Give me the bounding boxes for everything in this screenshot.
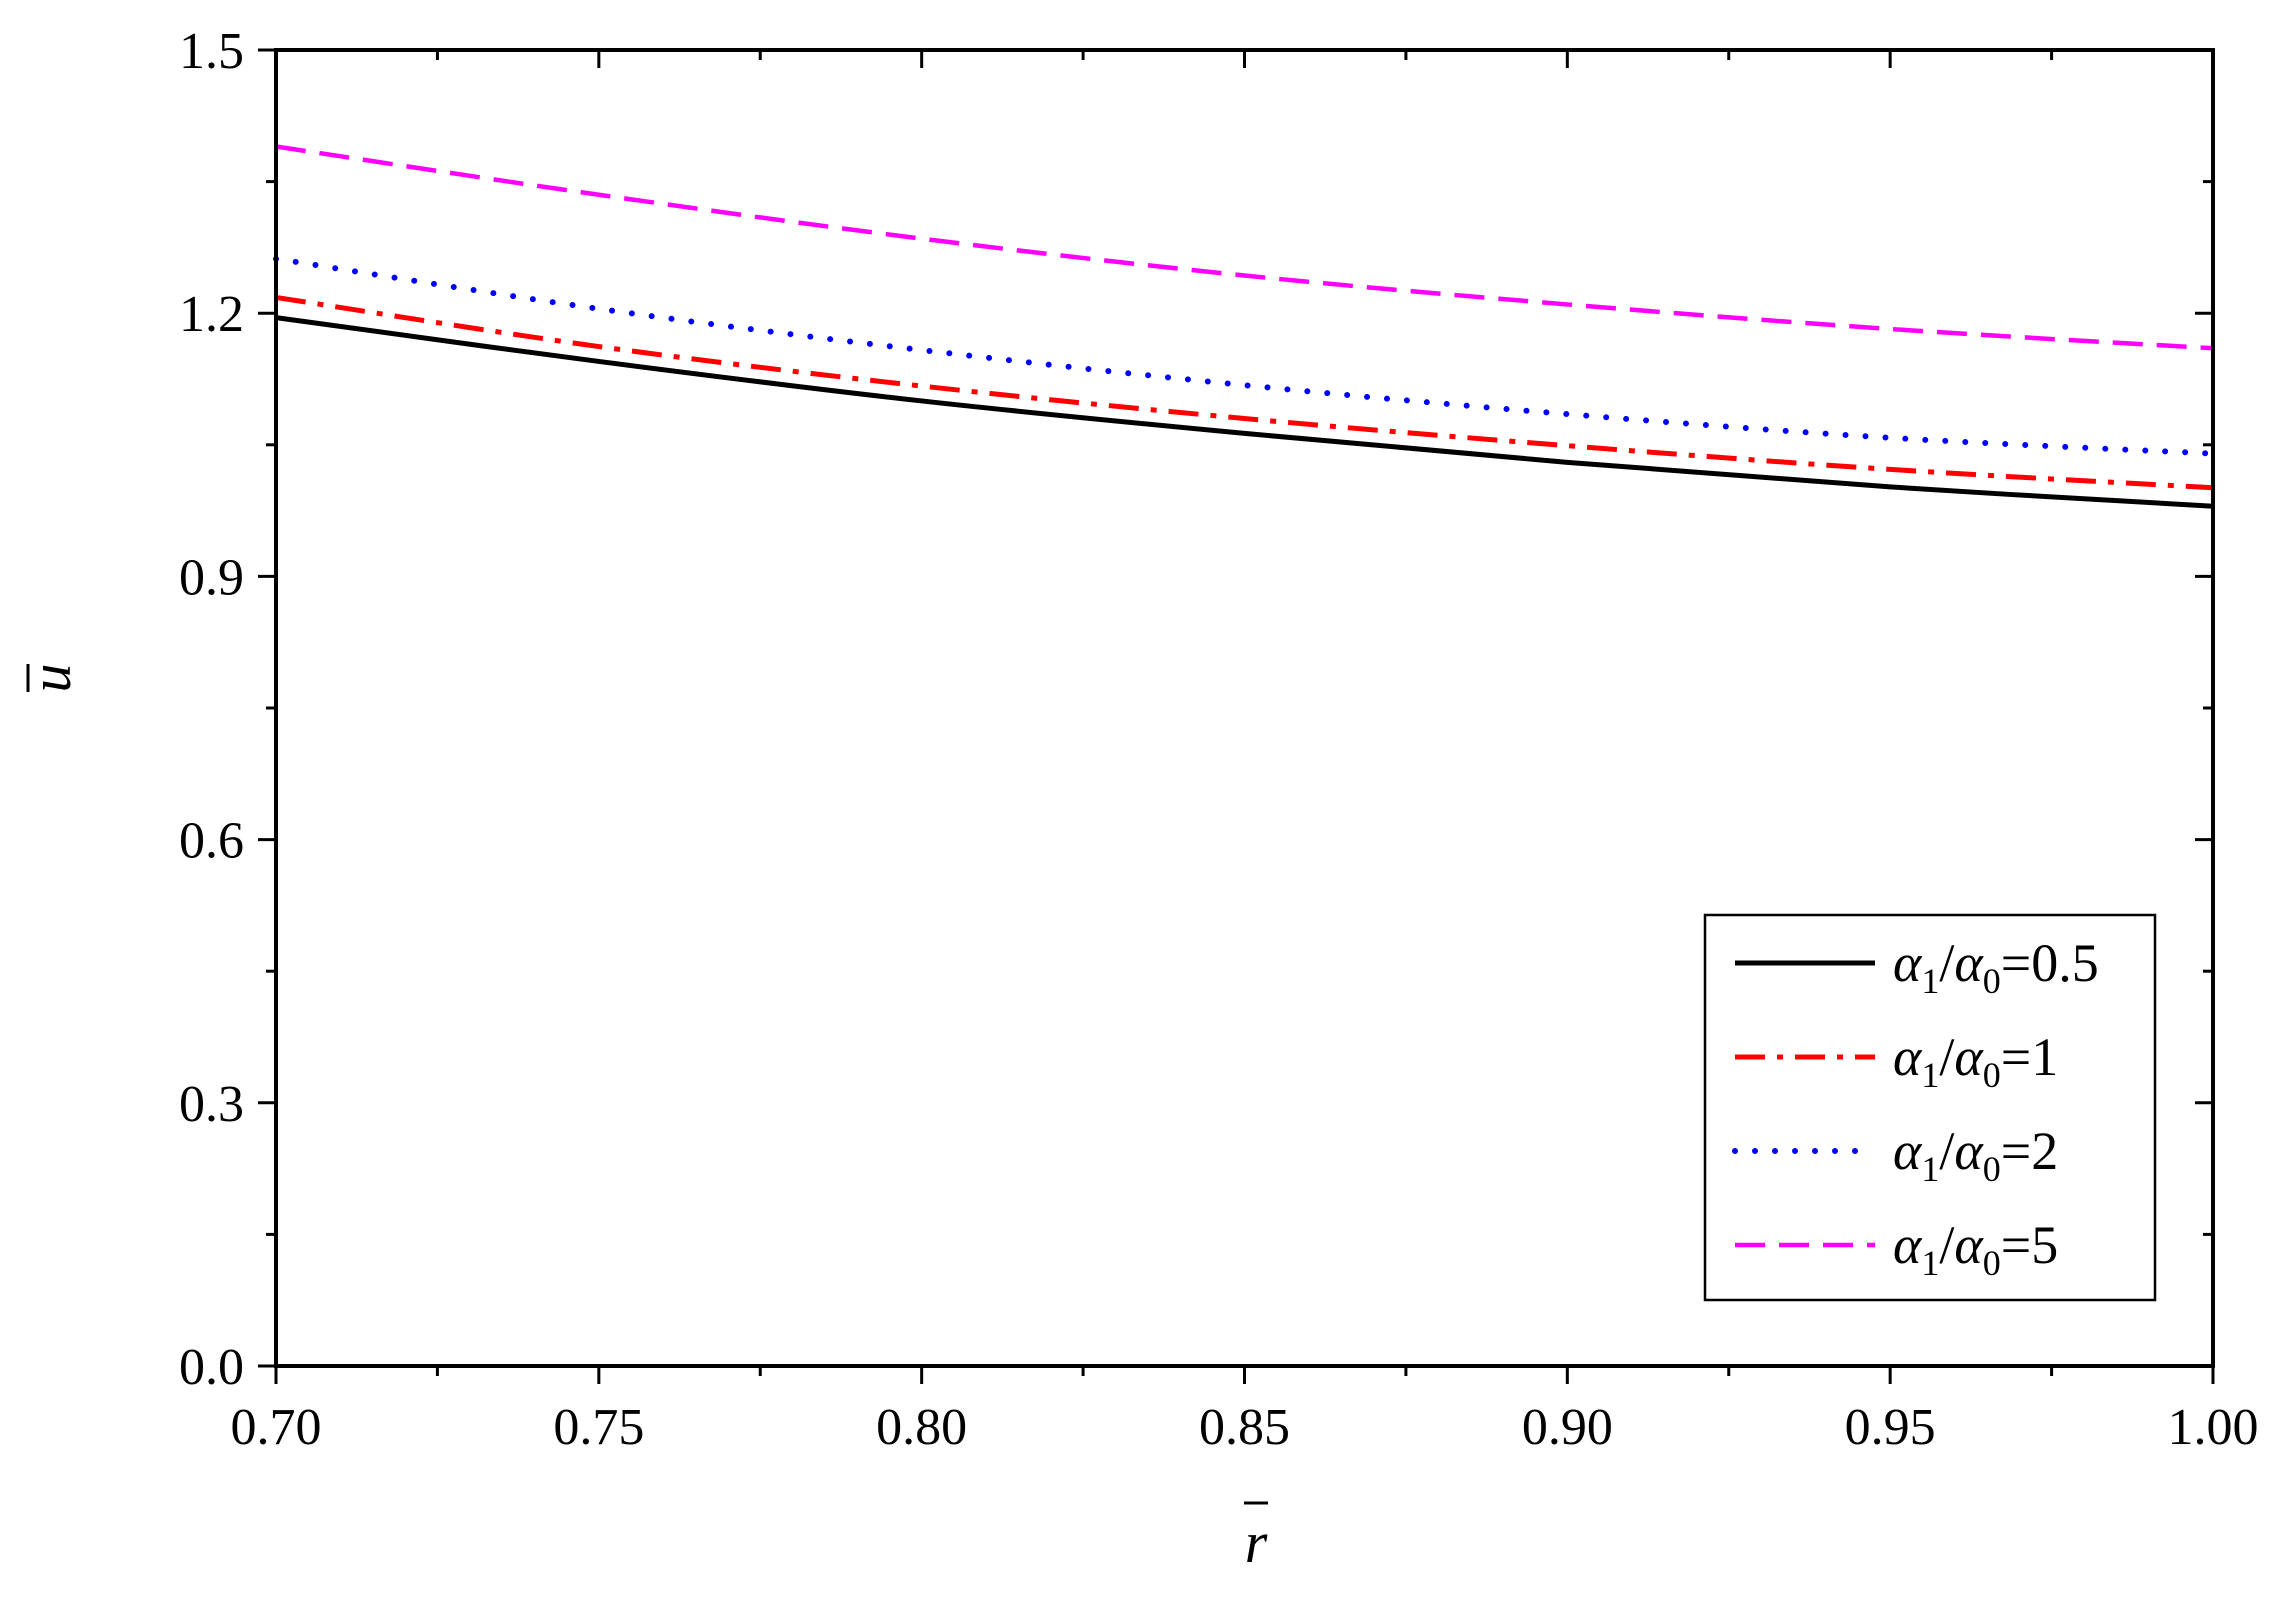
- series-line-0: [275, 315, 2214, 509]
- legend: α1/α0=0.5α1/α0=1α1/α0=2α1/α0=5: [1703, 913, 2157, 1302]
- legend-label-part: =2: [2001, 1121, 2058, 1181]
- legend-label-part: /: [1939, 1215, 1954, 1275]
- legend-label-part: /: [1939, 1027, 1954, 1087]
- y-axis-title: u: [18, 664, 83, 693]
- axis-ticks: [258, 48, 2215, 1384]
- axis-tick-labels: 0.70 0.75 0.80 0.85 0.90 0.95 1.000.00.30.60.9…: [179, 23, 2259, 1456]
- x-tick-label: 0.80: [876, 1399, 967, 1456]
- legend-label-part: α: [1893, 1215, 1923, 1275]
- legend-label-part: 1: [1921, 1055, 1939, 1095]
- x-axis-title: r: [1244, 1501, 1268, 1575]
- series-line-3: [275, 144, 2214, 351]
- y-tick-label: 1.2: [179, 286, 244, 343]
- legend-box: [1703, 913, 2157, 1302]
- legend-label-part: =5: [2001, 1215, 2058, 1275]
- x-tick-label: 0.70: [231, 1399, 322, 1456]
- legend-label-part: /: [1939, 1121, 1954, 1181]
- x-tick-label: 1.00: [2168, 1399, 2259, 1456]
- legend-label-part: 1: [1921, 1243, 1939, 1283]
- legend-label-part: =0.5: [2001, 933, 2099, 993]
- legend-label-part: α: [1893, 1121, 1923, 1181]
- y-tick-label: 0.3: [179, 1076, 244, 1133]
- legend-label-1: α1/α0=1: [1893, 1027, 2058, 1095]
- legend-label-part: 0: [1983, 1149, 2001, 1189]
- x-tick-label: 0.85: [1199, 1399, 1290, 1456]
- legend-label-part: α: [1954, 933, 1984, 993]
- y-axis-label: u: [18, 664, 83, 693]
- y-tick-label: 0.0: [179, 1339, 244, 1396]
- legend-label-part: 0: [1983, 1243, 2001, 1283]
- legend-label-part: α: [1954, 1121, 1984, 1181]
- legend-label-part: α: [1893, 933, 1923, 993]
- legend-label-part: =1: [2001, 1027, 2058, 1087]
- legend-label-part: 0: [1983, 961, 2001, 1001]
- series-line-1: [275, 294, 2214, 491]
- legend-label-part: α: [1893, 1027, 1923, 1087]
- y-tick-label: 0.9: [179, 549, 244, 606]
- legend-label-part: α: [1954, 1027, 1984, 1087]
- legend-label-part: /: [1939, 933, 1954, 993]
- y-tick-label: 0.6: [179, 813, 244, 870]
- x-tick-label: 0.90: [1522, 1399, 1613, 1456]
- legend-label-2: α1/α0=2: [1893, 1121, 2058, 1189]
- y-tick-label: 1.5: [179, 23, 244, 80]
- x-tick-label: 0.95: [1845, 1399, 1936, 1456]
- x-tick-label: 0.75: [553, 1399, 644, 1456]
- legend-label-part: α: [1954, 1215, 1984, 1275]
- x-axis-label: r: [1245, 1510, 1268, 1575]
- legend-label-0: α1/α0=0.5: [1893, 933, 2099, 1001]
- series-lines: [273, 144, 2216, 509]
- legend-label-part: 1: [1921, 1149, 1939, 1189]
- legend-label-part: 1: [1921, 961, 1939, 1001]
- legend-label-3: α1/α0=5: [1893, 1215, 2058, 1283]
- legend-label-part: 0: [1983, 1055, 2001, 1095]
